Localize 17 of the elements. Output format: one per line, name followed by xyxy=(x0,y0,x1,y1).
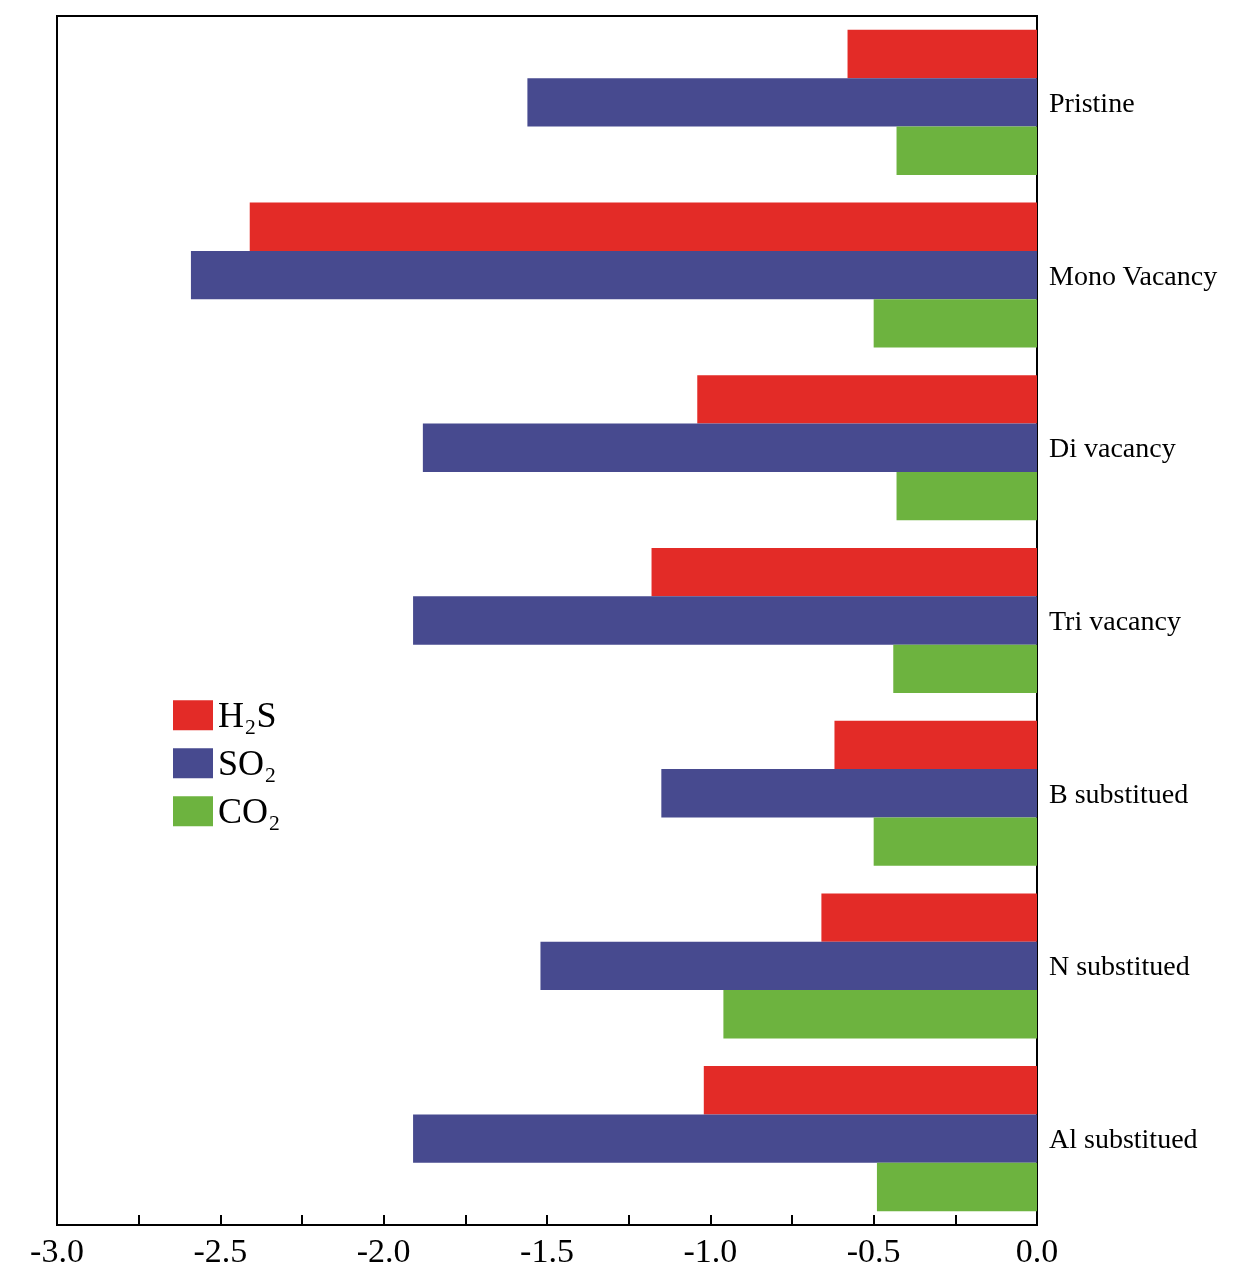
y-tick-label: Di vacancy xyxy=(1049,432,1176,464)
legend-label: H₂S xyxy=(218,695,277,736)
x-tick-label: -2.0 xyxy=(356,1231,411,1269)
x-tick-label: -2.5 xyxy=(193,1231,248,1269)
legend-label: SO₂ xyxy=(218,743,277,784)
y-tick-label: Al substitued xyxy=(1049,1123,1198,1155)
x-tick-label: -0.5 xyxy=(846,1231,901,1269)
y-tick-label: Pristine xyxy=(1049,86,1135,118)
x-tick-label: -1.0 xyxy=(683,1231,738,1269)
y-tick-label: N substitued xyxy=(1049,950,1190,982)
y-tick-label: Tri vacancy xyxy=(1049,605,1181,636)
x-tick-label: -3.0 xyxy=(30,1231,84,1269)
y-tick-label: Mono Vacancy xyxy=(1049,259,1218,291)
legend-label: CO₂ xyxy=(218,791,281,832)
x-tick-label: 0.0 xyxy=(1015,1231,1059,1269)
y-tick-label: B substitued xyxy=(1049,777,1189,809)
x-tick-label: -1.5 xyxy=(520,1231,574,1269)
